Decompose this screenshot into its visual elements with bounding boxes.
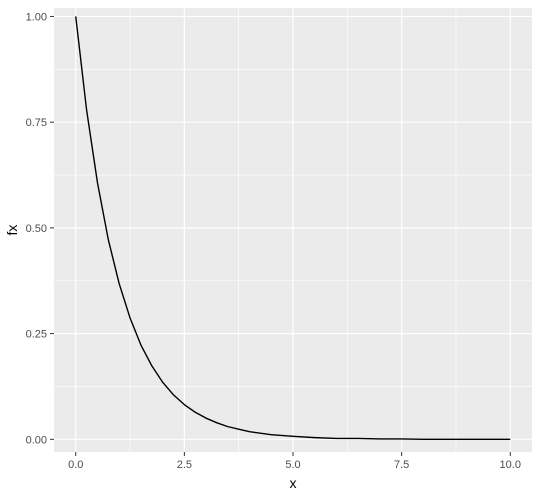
x-tick-label: 7.5 <box>394 459 409 471</box>
y-tick-label: 0.00 <box>26 434 47 446</box>
series-layer <box>75 16 511 441</box>
x-tick-label: 2.5 <box>177 459 192 471</box>
x-axis-title: x <box>290 475 297 491</box>
x-axis: 0.0 2.5 5.0 7.5 10.0 <box>68 452 521 471</box>
x-tick-label: 5.0 <box>285 459 300 471</box>
y-tick-label: 0.25 <box>26 329 47 341</box>
series-line <box>75 16 511 441</box>
y-tick-label: 0.75 <box>26 117 47 129</box>
major-grid <box>54 8 532 452</box>
x-tick-label: 0.0 <box>68 459 83 471</box>
y-axis-title: fx <box>4 225 20 236</box>
y-tick-label: 1.00 <box>26 11 47 23</box>
y-axis: 0.00 0.25 0.50 0.75 1.00 <box>26 11 54 446</box>
y-tick-label: 0.50 <box>26 223 47 235</box>
x-tick-label: 10.0 <box>500 459 521 471</box>
